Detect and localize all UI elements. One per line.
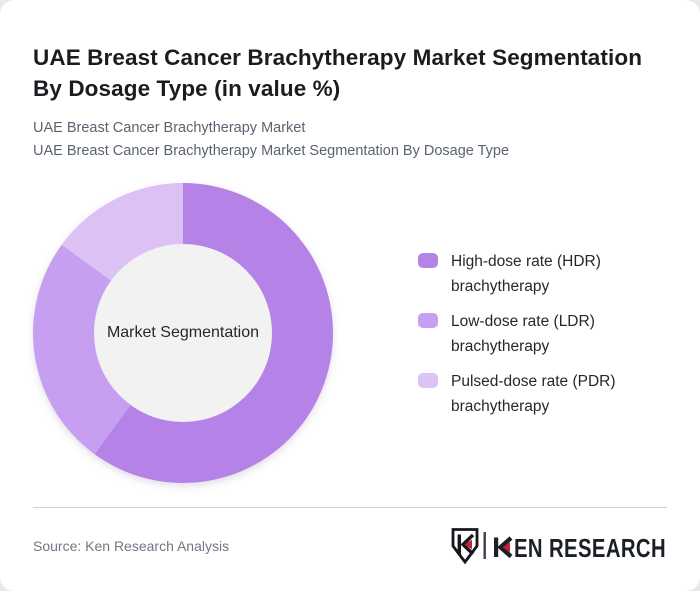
donut-center: Market Segmentation: [94, 244, 272, 422]
logo-wordmark: EN RESEARCH: [494, 533, 666, 563]
subtitle-line-2: UAE Breast Cancer Brachytherapy Market S…: [33, 142, 510, 159]
footer-divider: [33, 507, 667, 508]
page-title: UAE Breast Cancer Brachytherapy Market S…: [33, 45, 643, 102]
chart-legend: High-dose rate (HDR) brachytherapy Low-d…: [418, 249, 631, 419]
legend-label-pdr: Pulsed-dose rate (PDR) brachytherapy: [451, 373, 616, 415]
subtitle-line-1: UAE Breast Cancer Brachytherapy Market: [33, 120, 306, 136]
ken-research-logo: EN RESEARCH: [451, 528, 666, 565]
chart-subtitle: UAE Breast Cancer Brachytherapy Market U…: [33, 117, 509, 162]
donut-center-label: Market Segmentation: [106, 324, 260, 341]
logo-separator: [483, 532, 486, 559]
logo-shield-icon: [451, 528, 479, 565]
legend-label-ldr: Low-dose rate (LDR) brachytherapy: [451, 313, 595, 355]
legend-item-hdr: High-dose rate (HDR) brachytherapy: [418, 249, 631, 299]
legend-item-ldr: Low-dose rate (LDR) brachytherapy: [418, 309, 631, 359]
source-note: Source: Ken Research Analysis: [33, 538, 230, 554]
donut-chart: Market Segmentation: [33, 183, 333, 483]
legend-swatch-ldr: [418, 313, 438, 328]
legend-item-pdr: Pulsed-dose rate (PDR) brachytherapy: [418, 369, 631, 419]
legend-label-hdr: High-dose rate (HDR) brachytherapy: [451, 253, 601, 295]
logo-wordmark-text: EN RESEARCH: [514, 533, 666, 563]
legend-swatch-hdr: [418, 253, 438, 268]
legend-swatch-pdr: [418, 373, 438, 388]
